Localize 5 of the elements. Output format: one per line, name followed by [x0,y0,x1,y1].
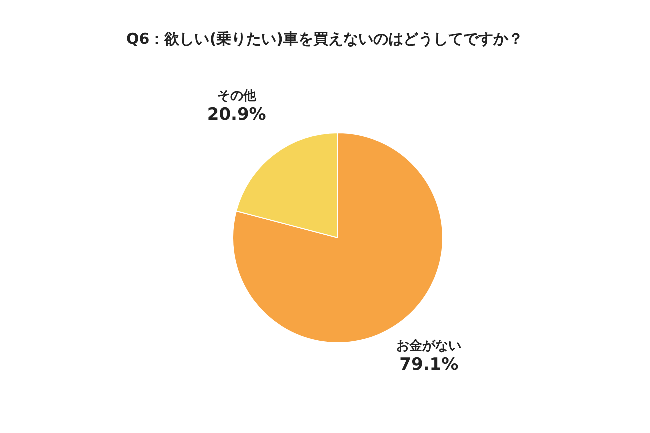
chart-title: Q6：欲しい(乗りたい)車を買えないのはどうしてですか？ [126,30,524,49]
data-label: 20.9% [207,105,266,126]
data-label: 79.1% [400,354,459,375]
slice-label: お金がない [396,338,462,354]
slice-label: その他 [217,89,258,104]
